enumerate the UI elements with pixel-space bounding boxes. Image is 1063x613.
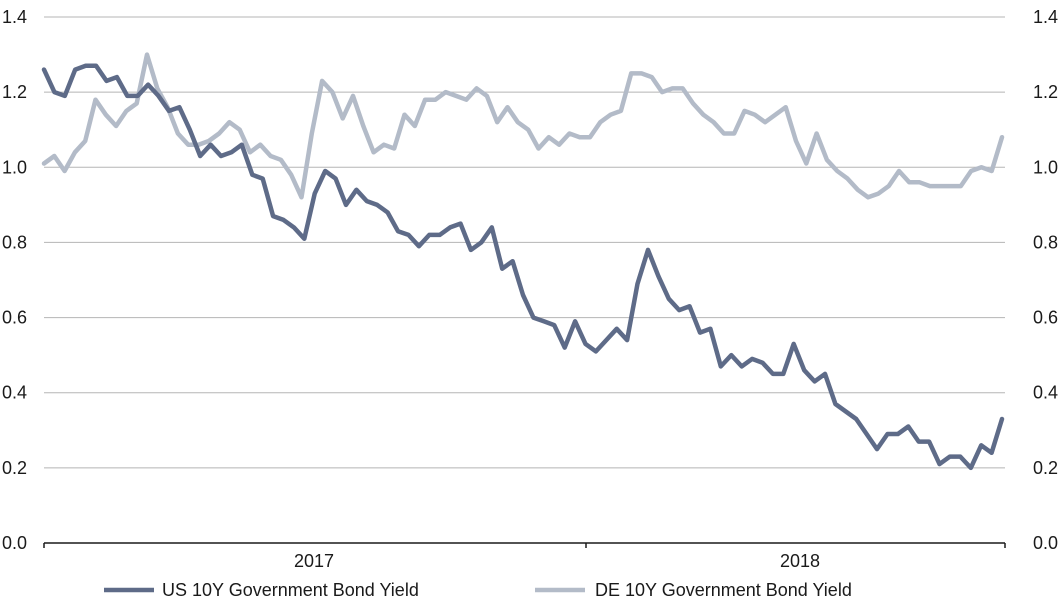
y-tick-label-right: 0.0 (1033, 533, 1058, 553)
y-tick-label-left: 1.0 (2, 157, 27, 177)
y-tick-label-right: 0.2 (1033, 458, 1058, 478)
series-line-de-10y (41, 52, 1005, 200)
legend-label-us-10y: US 10Y Government Bond Yield (162, 580, 419, 600)
y-tick-label-left: 0.0 (2, 533, 27, 553)
y-tick-label-left: 1.4 (2, 7, 27, 27)
y-tick-label-left: 0.6 (2, 308, 27, 328)
axes (43, 542, 1006, 548)
legend: US 10Y Government Bond Yield DE 10Y Gover… (104, 580, 852, 600)
y-tick-label-left: 0.4 (2, 383, 27, 403)
y-tick-label-right: 0.6 (1033, 308, 1058, 328)
y-tick-label-right: 0.8 (1033, 232, 1058, 252)
y-tick-label-right: 1.2 (1033, 82, 1058, 102)
y-tick-label-left: 1.2 (2, 82, 27, 102)
x-tick-label: 2017 (294, 551, 334, 571)
x-tick-label: 2018 (780, 551, 820, 571)
y-tick-label-left: 0.8 (2, 232, 27, 252)
tick-labels: 0.0 0.2 0.4 0.6 0.8 1.0 1.2 1.4 0.0 0.2 0.4 0.6 0.8 1… (2, 7, 1058, 571)
y-tick-label-right: 1.0 (1033, 157, 1058, 177)
legend-label-de-10y: DE 10Y Government Bond Yield (595, 580, 852, 600)
gridlines (44, 16, 1005, 469)
y-tick-label-right: 1.4 (1033, 7, 1058, 27)
y-tick-label-left: 0.2 (2, 458, 27, 478)
series-lines (41, 52, 1005, 471)
y-tick-label-right: 0.4 (1033, 383, 1058, 403)
series-line-us-10y (41, 63, 1005, 471)
